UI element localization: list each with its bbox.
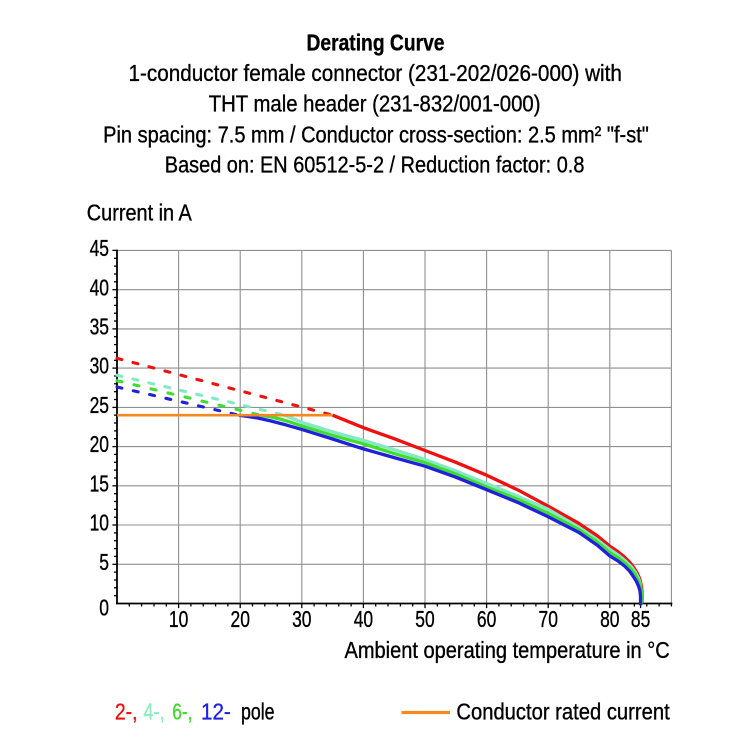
- svg-text:25: 25: [90, 392, 109, 418]
- svg-text:45: 45: [90, 235, 109, 261]
- svg-text:80: 80: [600, 606, 619, 632]
- svg-text:5: 5: [99, 549, 109, 575]
- svg-text:0: 0: [99, 595, 109, 621]
- svg-text:pole: pole: [241, 699, 275, 725]
- svg-text:12-: 12-: [201, 699, 231, 725]
- svg-text:15: 15: [90, 470, 109, 496]
- svg-text:Ambient operating temperature: Ambient operating temperature in °C: [345, 637, 670, 663]
- svg-text:Conductor rated current: Conductor rated current: [456, 699, 670, 725]
- svg-text:10: 10: [90, 510, 109, 536]
- svg-text:Pin spacing: 7.5 mm / Conducto: Pin spacing: 7.5 mm / Conductor cross-se…: [103, 122, 649, 148]
- svg-text:35: 35: [90, 314, 109, 340]
- svg-text:20: 20: [231, 606, 250, 632]
- svg-text:10: 10: [169, 606, 188, 632]
- svg-text:30: 30: [90, 353, 109, 379]
- svg-text:50: 50: [415, 606, 434, 632]
- svg-text:6-,: 6-,: [172, 699, 192, 725]
- svg-text:4-,: 4-,: [143, 699, 164, 725]
- svg-text:85: 85: [631, 606, 650, 632]
- svg-text:60: 60: [477, 606, 496, 632]
- svg-text:Current in A: Current in A: [87, 200, 193, 226]
- svg-text:40: 40: [354, 606, 373, 632]
- svg-text:Based on: EN 60512-5-2 / Reduc: Based on: EN 60512-5-2 / Reduction facto…: [165, 152, 585, 178]
- svg-text:30: 30: [292, 606, 311, 632]
- svg-text:20: 20: [90, 431, 109, 457]
- svg-text:1-conductor female connector (: 1-conductor female connector (231-202/02…: [129, 60, 622, 86]
- svg-text:40: 40: [90, 274, 109, 300]
- svg-text:Derating Curve: Derating Curve: [307, 30, 445, 56]
- svg-text:70: 70: [539, 606, 558, 632]
- svg-text:2-,: 2-,: [115, 699, 138, 725]
- svg-text:THT male header (231-832/001-0: THT male header (231-832/001-000): [209, 90, 541, 116]
